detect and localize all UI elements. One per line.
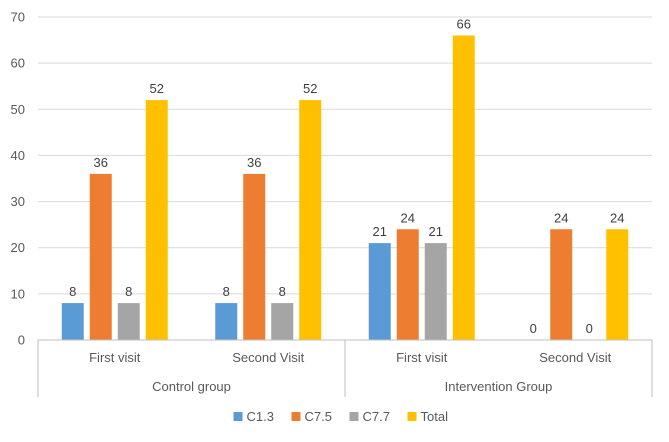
data-label: 21 [373, 224, 387, 239]
legend-swatch [291, 412, 301, 421]
y-tick-label: 30 [11, 194, 25, 209]
x-axis: First visit Second Visit First visit Second… [37, 339, 653, 397]
bar-total [606, 229, 629, 340]
legend: C1.3 C7.5 C7.7 Total [233, 409, 449, 424]
legend-label: C1.3 [247, 409, 274, 424]
data-label: 0 [586, 321, 593, 336]
data-label: 52 [303, 81, 317, 96]
bar-c7-5 [396, 229, 419, 340]
y-tick-label: 0 [18, 333, 25, 348]
data-label: 8 [125, 284, 132, 299]
x-category-label: First visit [396, 350, 448, 365]
gridlines [38, 16, 652, 295]
legend-swatch [407, 412, 417, 421]
data-label: 52 [150, 81, 164, 96]
data-labels: 8 36 8 52 8 36 8 52 21 24 21 66 0 24 0 24 [69, 16, 624, 336]
bar-c7-5 [550, 229, 573, 340]
legend-label: C7.5 [305, 409, 332, 424]
x-category-label: Second Visit [232, 350, 304, 365]
bar-c1-3 [61, 303, 84, 340]
bar-c1-3 [215, 303, 238, 340]
data-label: 8 [223, 284, 230, 299]
x-category-label: First visit [89, 350, 141, 365]
bar-c7-5 [89, 173, 112, 340]
bar-c7-7 [271, 303, 294, 340]
bar-c1-3 [368, 243, 391, 340]
legend-label: C7.7 [363, 409, 390, 424]
data-label: 24 [554, 210, 568, 225]
data-label: 8 [69, 284, 76, 299]
bar-c7-7 [117, 303, 140, 340]
x-group-label: Intervention Group [445, 379, 553, 394]
y-tick-label: 60 [11, 56, 25, 71]
bar-total [145, 100, 168, 340]
legend-swatch [349, 412, 359, 421]
x-category-label: Second Visit [539, 350, 611, 365]
bar-total [452, 35, 475, 340]
y-tick-label: 50 [11, 102, 25, 117]
y-tick-label: 10 [11, 286, 25, 301]
y-axis-ticks: 0 10 20 30 40 50 60 70 [11, 10, 25, 348]
bar-total [299, 100, 322, 340]
bar-c7-7 [424, 243, 447, 340]
y-tick-label: 20 [11, 240, 25, 255]
data-label: 36 [94, 155, 108, 170]
bar-c7-5 [243, 173, 266, 340]
legend-label: Total [421, 409, 449, 424]
x-group-label: Control group [152, 379, 231, 394]
y-tick-label: 40 [11, 148, 25, 163]
data-label: 0 [530, 321, 537, 336]
data-label: 8 [279, 284, 286, 299]
data-label: 36 [247, 155, 261, 170]
data-label: 24 [401, 210, 415, 225]
data-label: 24 [610, 210, 624, 225]
y-tick-label: 70 [11, 10, 25, 25]
bars [61, 35, 629, 340]
data-label: 21 [429, 224, 443, 239]
legend-swatch [233, 412, 243, 421]
data-label: 66 [457, 16, 471, 31]
